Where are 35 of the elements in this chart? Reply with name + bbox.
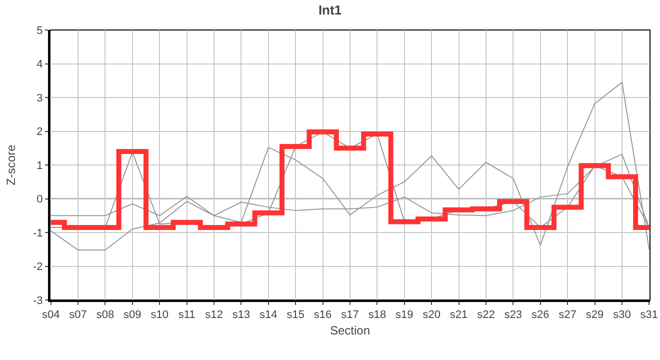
- x-tick-label: s21: [450, 309, 468, 322]
- x-tick-label: s23: [504, 309, 522, 322]
- x-tick-label: s13: [232, 309, 250, 322]
- x-tick-label: s27: [558, 309, 576, 322]
- x-axis-title: Section: [330, 324, 370, 338]
- y-tick-label: 1: [36, 160, 43, 172]
- x-tick-label: s19: [396, 309, 414, 322]
- y-tick-label: -3: [33, 294, 43, 307]
- x-tick-label: s11: [178, 309, 196, 322]
- x-tick-label: s26: [532, 309, 550, 322]
- y-tick-label: -1: [33, 227, 43, 240]
- x-tick-label: s15: [286, 309, 304, 322]
- x-tick-label: s20: [422, 309, 440, 322]
- x-tick-label: s14: [260, 309, 278, 322]
- x-tick-label: s29: [586, 309, 604, 322]
- y-tick-label: -2: [33, 261, 43, 274]
- y-tick-label: 5: [36, 24, 43, 37]
- x-tick-label: s16: [314, 309, 332, 322]
- y-tick-label: 2: [36, 126, 43, 138]
- x-tick-label: s04: [42, 309, 60, 322]
- y-tick-label: 4: [36, 58, 43, 71]
- x-tick-label: s12: [205, 309, 223, 322]
- x-tick-label: s17: [341, 309, 359, 322]
- chart-title: Int1: [318, 2, 342, 18]
- x-tick-label: s09: [124, 309, 142, 322]
- y-tick-label: 0: [36, 194, 43, 206]
- y-tick-label: 3: [36, 92, 43, 104]
- x-tick-label: s22: [477, 309, 495, 322]
- x-tick-label: s31: [640, 309, 658, 322]
- x-tick-label: s08: [96, 309, 114, 322]
- y-axis-title: Z-score: [4, 144, 18, 186]
- x-tick-label: s10: [150, 309, 168, 322]
- x-tick-label: s18: [368, 309, 386, 322]
- x-tick-label: s30: [613, 309, 631, 322]
- x-tick-label: s07: [69, 309, 87, 322]
